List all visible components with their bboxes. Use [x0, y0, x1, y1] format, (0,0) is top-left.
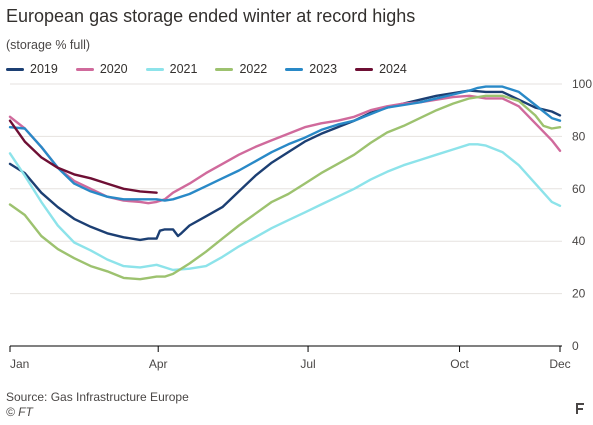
- legend-swatch: [215, 67, 234, 71]
- x-tick-label: Jan: [10, 357, 29, 371]
- series-line-2022: [8, 94, 562, 281]
- legend-item-2022: 2022: [215, 62, 267, 76]
- series-line-2023: [8, 85, 562, 202]
- ft-logo-icon: [576, 403, 584, 414]
- legend-swatch: [75, 67, 94, 71]
- y-tick-label: 80: [572, 129, 586, 143]
- series-line-2020: [8, 94, 562, 205]
- legend-swatch: [355, 67, 374, 71]
- source-note: Source: Gas Infrastructure Europe: [6, 390, 189, 404]
- legend-item-2019: 2019: [6, 62, 58, 76]
- legend-label: 2019: [30, 62, 58, 76]
- legend-swatch: [6, 67, 24, 71]
- legend-label: 2020: [99, 62, 128, 76]
- series-line-2019: [8, 89, 562, 242]
- legend-item-2021: 2021: [145, 62, 198, 76]
- legend-label: 2024: [379, 62, 407, 76]
- chart-legend: 2019 2020 2021 2022 2023 2024: [6, 62, 425, 76]
- y-tick-label: 0: [572, 339, 579, 353]
- series-line-2021: [8, 143, 562, 272]
- x-tick-label: Oct: [450, 357, 469, 371]
- y-tick-label: 20: [572, 287, 586, 301]
- chart-subtitle: (storage % full): [6, 38, 91, 52]
- y-tick-label: 60: [572, 182, 586, 196]
- credit-note: © FT: [6, 405, 33, 419]
- chart-title: European gas storage ended winter at rec…: [6, 6, 416, 26]
- x-tick-label: Apr: [149, 357, 168, 371]
- y-tick-label: 100: [572, 77, 592, 91]
- series-line-2024: [8, 119, 158, 194]
- x-tick-label: Jul: [300, 357, 315, 371]
- legend-item-2024: 2024: [355, 62, 407, 76]
- legend-item-2023: 2023: [285, 62, 337, 76]
- legend-item-2020: 2020: [75, 62, 128, 76]
- legend-swatch: [285, 67, 304, 71]
- x-tick-label: Dec: [549, 357, 570, 371]
- y-tick-label: 40: [572, 234, 586, 248]
- legend-label: 2023: [309, 62, 338, 76]
- legend-label: 2022: [239, 62, 268, 76]
- legend-label: 2021: [169, 62, 198, 76]
- legend-swatch: [145, 67, 164, 71]
